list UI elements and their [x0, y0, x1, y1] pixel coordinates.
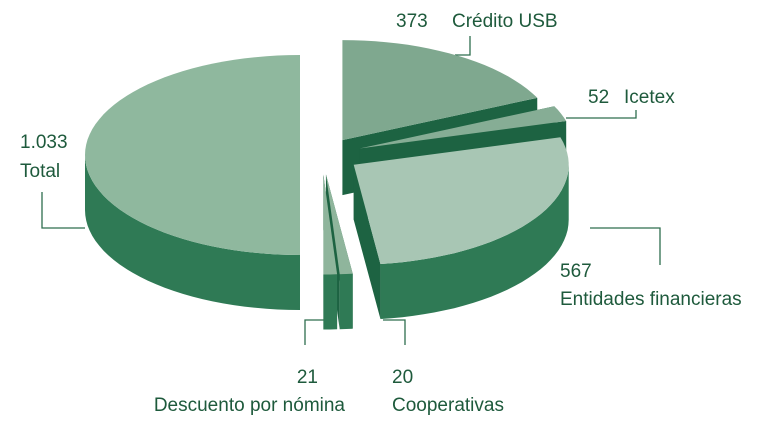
value-label: 373 [396, 11, 428, 32]
slice-top [359, 106, 567, 149]
value-label: 567 [560, 261, 592, 282]
pie [85, 40, 569, 330]
leader-line [455, 36, 471, 56]
value-label: 20 [392, 367, 413, 388]
slice-side [323, 274, 338, 330]
slice-side [380, 164, 569, 319]
category-label: Cooperativas [392, 395, 504, 416]
leader-lines [41, 36, 661, 345]
slice [85, 55, 300, 310]
leader-line [383, 319, 406, 345]
slice-top [342, 40, 538, 141]
category-label: Descuento por nómina [154, 395, 346, 416]
slice [323, 174, 338, 330]
slice-cut [353, 164, 381, 319]
slice-top [353, 137, 569, 264]
category-label: Crédito USB [452, 11, 558, 32]
leader-line [41, 192, 85, 229]
category-label: Total [20, 161, 60, 182]
slice-side [339, 273, 353, 330]
leader-line [566, 110, 637, 119]
leader-line [304, 319, 330, 345]
leader-line [590, 227, 661, 265]
slice-top [323, 174, 338, 275]
category-label: Icetex [624, 87, 675, 108]
value-label: 52 [588, 87, 609, 108]
slice-top [85, 55, 300, 255]
slice [353, 137, 569, 319]
slice-side [85, 155, 300, 310]
category-label: Entidades financieras [560, 289, 742, 310]
slice-top [325, 174, 353, 275]
value-label: 21 [297, 367, 318, 388]
value-label: 1.033 [20, 132, 68, 153]
